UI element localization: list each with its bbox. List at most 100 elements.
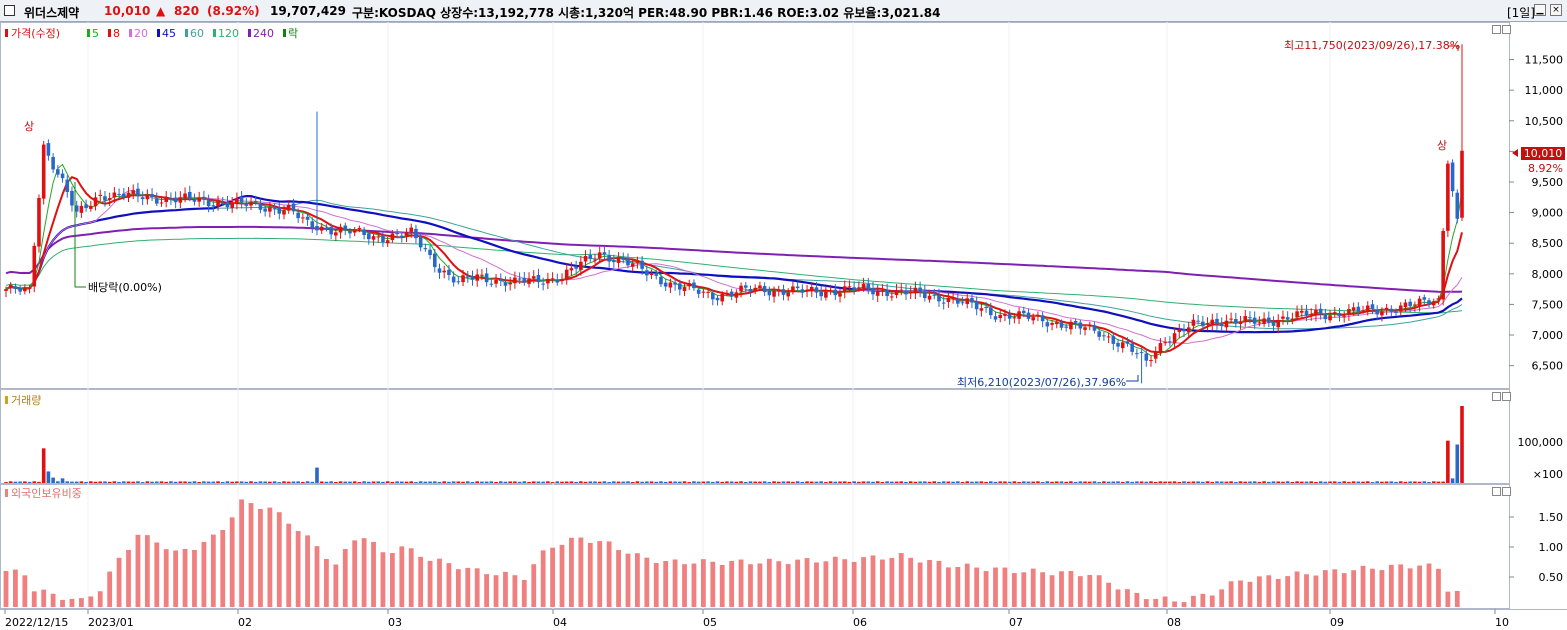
- price-change-pct: (8.92%): [207, 4, 260, 18]
- candle-body: [498, 279, 503, 281]
- candle-body: [1153, 351, 1158, 359]
- volume-bar: [93, 481, 98, 483]
- candle-body: [329, 226, 333, 235]
- foreign-bar: [945, 567, 951, 607]
- minimize-icon[interactable]: ▁: [1534, 4, 1546, 16]
- volume-bar: [602, 481, 607, 483]
- volume-bar: [701, 481, 706, 483]
- candle-body: [503, 282, 508, 286]
- stock-name[interactable]: 위더스제약: [24, 6, 80, 20]
- volume-bar: [913, 481, 918, 483]
- candle-body: [126, 192, 131, 198]
- volume-bar: [715, 481, 720, 483]
- candle-body: [1158, 343, 1163, 353]
- candle-body: [169, 198, 173, 200]
- candle-body: [475, 274, 479, 281]
- foreign-bar: [898, 553, 904, 607]
- close-icon[interactable]: ×: [1550, 4, 1562, 16]
- volume-bar: [103, 481, 107, 483]
- volume-bar: [56, 481, 60, 483]
- volume-bar: [253, 481, 258, 483]
- candle-body: [13, 286, 18, 289]
- volume-bar: [1281, 481, 1285, 483]
- foreign-bar: [1445, 591, 1451, 607]
- candle-body: [1460, 150, 1464, 218]
- foreign-bar: [3, 571, 9, 607]
- candle-body: [710, 292, 715, 300]
- volume-bar: [772, 481, 776, 483]
- volume-bar: [513, 481, 517, 483]
- foreign-bar: [880, 559, 885, 607]
- candle-body: [202, 196, 206, 200]
- panel-buttons[interactable]: [1492, 25, 1511, 496]
- volume-bar: [1210, 481, 1215, 483]
- foreign-bar: [842, 559, 848, 607]
- volume-bar: [984, 481, 988, 483]
- candle-body: [423, 248, 428, 250]
- volume-bar: [1215, 481, 1219, 483]
- foreign-y-tick-label: 1.00: [1539, 541, 1564, 554]
- candle-body: [1380, 311, 1384, 316]
- candle-body: [894, 290, 899, 296]
- candle-body: [1130, 343, 1134, 352]
- candle-body: [1347, 309, 1351, 315]
- volume-bar: [692, 481, 696, 483]
- volume-bar: [1380, 481, 1384, 483]
- candle-body: [842, 286, 847, 293]
- foreign-bar: [955, 567, 961, 607]
- y-tick-label: 8,000: [1532, 268, 1564, 281]
- candle-body: [517, 278, 522, 280]
- candle-body: [343, 225, 348, 230]
- candle-body: [767, 290, 772, 296]
- candle-body: [1083, 327, 1087, 330]
- dividend-annotation: 배당락(0.00%): [88, 281, 162, 294]
- candle-body: [253, 201, 258, 203]
- candle-body: [588, 255, 593, 259]
- volume-bar: [84, 481, 88, 483]
- volume-bar: [781, 481, 786, 483]
- candle-body: [1201, 321, 1205, 327]
- foreign-bar: [389, 552, 395, 607]
- candle-body: [1455, 192, 1460, 219]
- candle-body: [1144, 353, 1149, 361]
- volume-bar: [828, 481, 833, 483]
- candle-body: [913, 287, 918, 294]
- foreign-bar: [729, 560, 735, 607]
- volume-bar: [880, 481, 885, 483]
- select-checkbox[interactable]: [4, 5, 15, 16]
- volume-bar: [1361, 481, 1365, 483]
- volume-bar: [1172, 481, 1177, 483]
- candle-body: [1422, 297, 1427, 300]
- volume-bar: [112, 481, 117, 483]
- volume-bar: [41, 448, 46, 483]
- foreign-bar: [1351, 570, 1357, 607]
- volume-bar: [272, 481, 277, 483]
- volume-bar: [1201, 481, 1205, 483]
- volume-bar: [541, 481, 545, 483]
- candle-body: [706, 291, 710, 293]
- volume-bar: [447, 481, 451, 483]
- foreign-bar: [427, 560, 433, 607]
- candle-body: [941, 302, 946, 304]
- foreign-bar: [1068, 571, 1074, 607]
- candle-body: [305, 216, 310, 220]
- foreign-bar: [1379, 570, 1385, 607]
- candle-body: [187, 191, 192, 199]
- candle-body: [786, 292, 790, 297]
- candle-body: [1314, 309, 1318, 316]
- volume-bar: [324, 481, 329, 483]
- volume-bar: [1257, 481, 1262, 483]
- volume-bar: [649, 481, 654, 483]
- candle-body: [437, 268, 442, 273]
- candle-body: [1229, 318, 1233, 320]
- foreign-bar: [917, 562, 923, 607]
- period-selector[interactable]: [1일]: [1506, 6, 1535, 20]
- volume-bar: [838, 481, 842, 483]
- candle-body: [1299, 310, 1304, 313]
- volume-bar: [475, 481, 479, 483]
- candle-body: [159, 202, 164, 204]
- candle-body: [932, 294, 937, 296]
- volume-bar: [734, 481, 739, 483]
- candle-body: [951, 298, 955, 300]
- candle-body: [649, 273, 654, 275]
